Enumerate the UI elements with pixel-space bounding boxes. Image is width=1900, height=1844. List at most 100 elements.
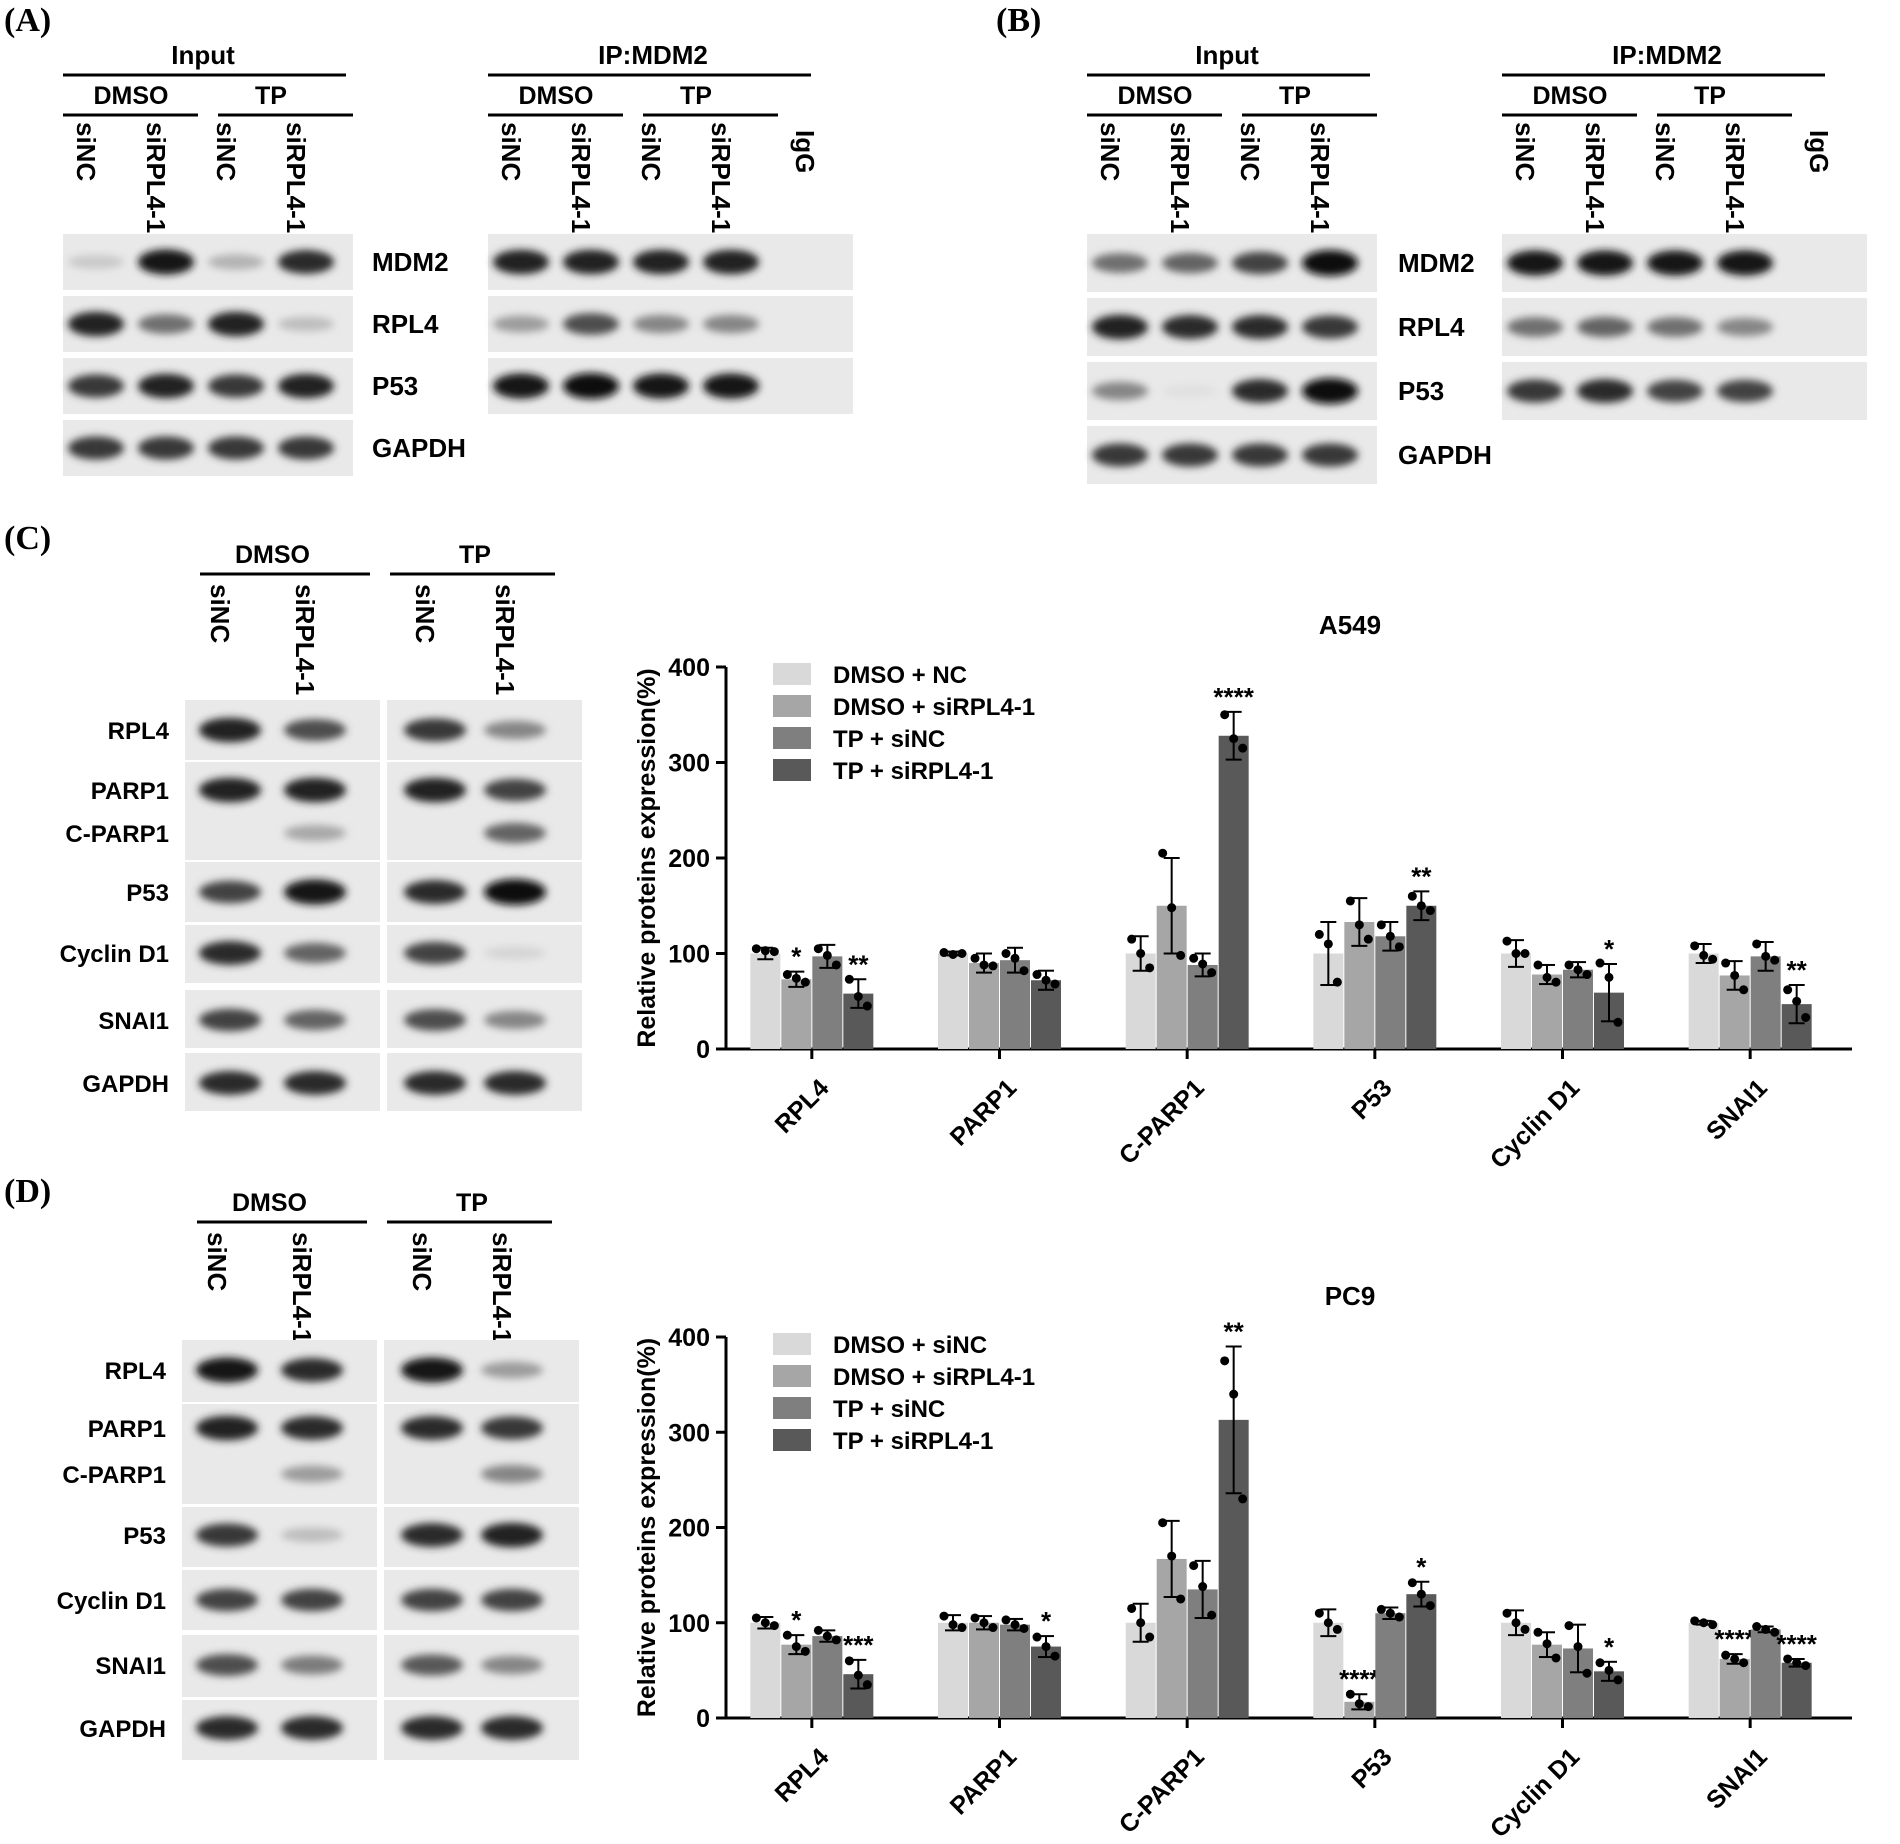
panel-c-blots: DMSO TP siNC siRPL4-1 siNC siRPL4-1 RPL4 PARP1 C… — [60, 541, 582, 1111]
blot-band — [281, 1716, 343, 1740]
bar — [1501, 953, 1531, 1049]
data-point — [862, 1680, 872, 1690]
blot-band — [284, 1009, 346, 1031]
ip-band — [1717, 379, 1773, 403]
row-label-snai1: SNAI1 — [98, 1008, 169, 1035]
row-label-parp1: PARP1 — [91, 778, 169, 805]
data-point — [1721, 1650, 1731, 1660]
group-label-tp: TP — [456, 1189, 488, 1217]
blot-band — [481, 1716, 543, 1740]
data-point — [939, 1611, 949, 1621]
ip-band — [703, 314, 759, 334]
blot-band — [401, 1357, 463, 1383]
blot-strip-left — [185, 762, 380, 860]
data-point — [948, 949, 958, 959]
significance-label: ** — [848, 949, 869, 979]
lane-label: siNC — [211, 122, 241, 181]
data-point — [1551, 977, 1561, 987]
x-tick-label: C-PARP1 — [1114, 1074, 1210, 1170]
input-band — [68, 374, 124, 398]
significance-label: **** — [1714, 1624, 1755, 1654]
data-point — [1792, 1658, 1802, 1668]
significance-label: ** — [1411, 861, 1432, 891]
blot-band — [484, 1010, 546, 1030]
data-point — [1801, 1661, 1811, 1671]
blot-band — [196, 1716, 258, 1740]
significance-label: **** — [1213, 682, 1254, 712]
data-point — [1032, 970, 1042, 980]
x-tick-label: SNAI1 — [1701, 1743, 1773, 1815]
x-tick-label: P53 — [1346, 1743, 1397, 1794]
lane-label: siNC — [205, 584, 235, 643]
input-band — [138, 314, 194, 334]
row-label-rpl4: RPL4 — [372, 309, 439, 339]
data-point — [1145, 1632, 1155, 1642]
data-point — [760, 946, 770, 956]
input-band — [1302, 443, 1358, 467]
data-point — [988, 1623, 998, 1633]
blot-band — [199, 717, 261, 743]
ip-band — [1647, 317, 1703, 337]
data-point — [1582, 970, 1592, 980]
data-point — [1761, 1624, 1771, 1634]
row-label-mdm2: MDM2 — [372, 247, 449, 277]
ip-band — [1647, 379, 1703, 403]
data-point — [1739, 1658, 1749, 1668]
panel-label-c: (C) — [4, 520, 52, 557]
y-tick-label: 100 — [668, 941, 710, 969]
row-label-gapdh: GAPDH — [82, 1071, 169, 1098]
ip-band — [563, 373, 619, 399]
y-tick-label: 200 — [668, 845, 710, 873]
data-point — [1770, 1627, 1780, 1637]
data-point — [1127, 934, 1137, 944]
data-point — [1502, 1608, 1512, 1618]
legend-swatch — [773, 1397, 811, 1419]
data-point — [1158, 1518, 1168, 1528]
data-point — [1145, 963, 1155, 973]
lane-label: siNC — [407, 1232, 437, 1291]
blot-band — [481, 1361, 543, 1379]
data-point — [1564, 960, 1574, 970]
lane-label: siRPL4-1 — [1165, 122, 1195, 233]
input-band — [1232, 379, 1288, 403]
input-band — [1092, 314, 1148, 340]
lane-label: siRPL4-1 — [1720, 122, 1750, 233]
data-point — [1551, 1653, 1561, 1663]
data-point — [1198, 959, 1208, 969]
bar — [812, 956, 843, 1049]
row-label-rpl4: RPL4 — [1398, 312, 1465, 342]
data-point — [1041, 975, 1051, 985]
legend-swatch — [773, 727, 811, 749]
legend-entry: DMSO + siRPL4-1 — [833, 694, 1035, 721]
data-point — [1721, 958, 1731, 968]
bar — [1375, 1613, 1406, 1718]
data-point — [1752, 1622, 1762, 1632]
data-point — [800, 977, 810, 987]
group-label-tp: TP — [459, 541, 491, 569]
data-point — [1520, 949, 1530, 958]
x-tick-label: RPL4 — [770, 1074, 835, 1139]
bar — [1501, 1622, 1531, 1718]
y-axis-label: Relative proteins expression(%) — [633, 1338, 661, 1717]
lane-label: siRPL4-1 — [706, 122, 736, 233]
y-tick-label: 400 — [668, 1324, 710, 1352]
ip-band — [633, 373, 689, 399]
data-point — [1533, 960, 1543, 970]
blot-band — [481, 1522, 543, 1548]
data-point — [1801, 1012, 1811, 1022]
lane-label: siNC — [71, 122, 101, 181]
bar — [750, 1622, 781, 1718]
data-point — [1511, 1618, 1521, 1628]
data-point — [1425, 906, 1435, 916]
blot-band — [484, 946, 546, 960]
data-point — [1407, 1578, 1417, 1588]
data-point — [1394, 942, 1404, 952]
ip-header: IP:MDM2 — [1612, 40, 1722, 70]
bar — [1375, 936, 1406, 1049]
blot-band — [196, 1654, 258, 1676]
ip-band — [703, 249, 759, 275]
row-label-p53: P53 — [123, 1523, 166, 1550]
blot-band — [196, 1415, 258, 1441]
blot-band — [401, 1416, 463, 1440]
